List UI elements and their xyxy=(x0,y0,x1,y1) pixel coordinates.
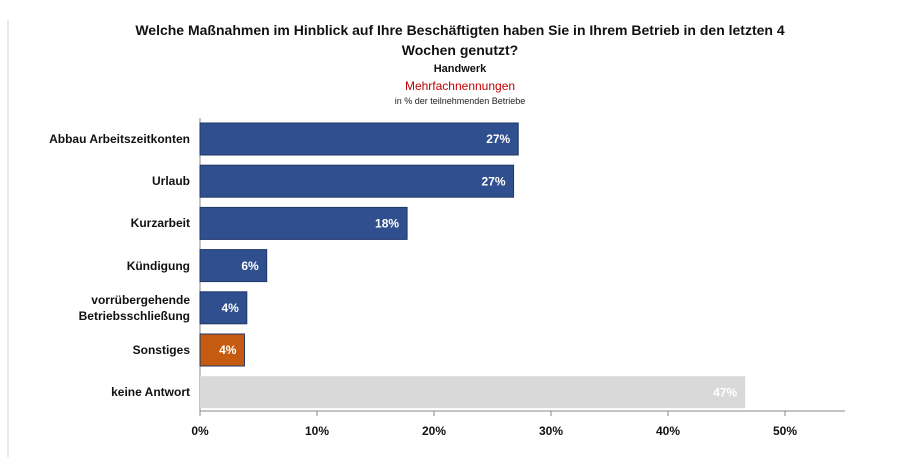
bar xyxy=(199,122,519,156)
bar xyxy=(199,206,408,240)
bar xyxy=(199,333,245,367)
data-label: 47% xyxy=(713,385,737,399)
annotation: Mehrfachnennungen xyxy=(404,79,516,93)
y-tick-label: Sonstiges xyxy=(132,343,190,357)
y-tick-label: keine Antwort xyxy=(111,385,190,400)
bar xyxy=(200,376,746,409)
data-label: 27% xyxy=(482,174,506,188)
data-label: 18% xyxy=(375,217,399,231)
x-tick-label: 50% xyxy=(773,424,797,438)
data-label: 6% xyxy=(241,259,259,273)
y-tick-label: Abbau Arbeitszeitkonten xyxy=(49,132,190,146)
y-tick-label: Kündigung xyxy=(126,258,190,273)
chart-title: Welche Maßnahmen im Hinblick auf Ihre Be… xyxy=(135,22,785,58)
chart-subtitle: Handwerk xyxy=(433,63,487,75)
x-tick-label: 40% xyxy=(656,424,680,438)
bar xyxy=(199,291,248,325)
y-tick-label: Kurzarbeit xyxy=(130,216,190,231)
x-tick-label: 0% xyxy=(191,424,209,438)
y-tick-label: Urlaub xyxy=(151,174,190,189)
bar xyxy=(199,249,268,283)
data-label: 27% xyxy=(486,132,510,146)
data-label: 4% xyxy=(219,343,237,357)
bar xyxy=(199,164,515,198)
data-label: 4% xyxy=(221,301,239,315)
x-tick-label: 10% xyxy=(305,424,329,438)
x-tick-label: 20% xyxy=(422,424,446,438)
x-tick-label: 30% xyxy=(539,424,563,438)
annotation: in % der teilnehmenden Betriebe xyxy=(394,96,526,106)
y-tick-label: vorrübergehende Betriebsschließung xyxy=(78,292,190,323)
